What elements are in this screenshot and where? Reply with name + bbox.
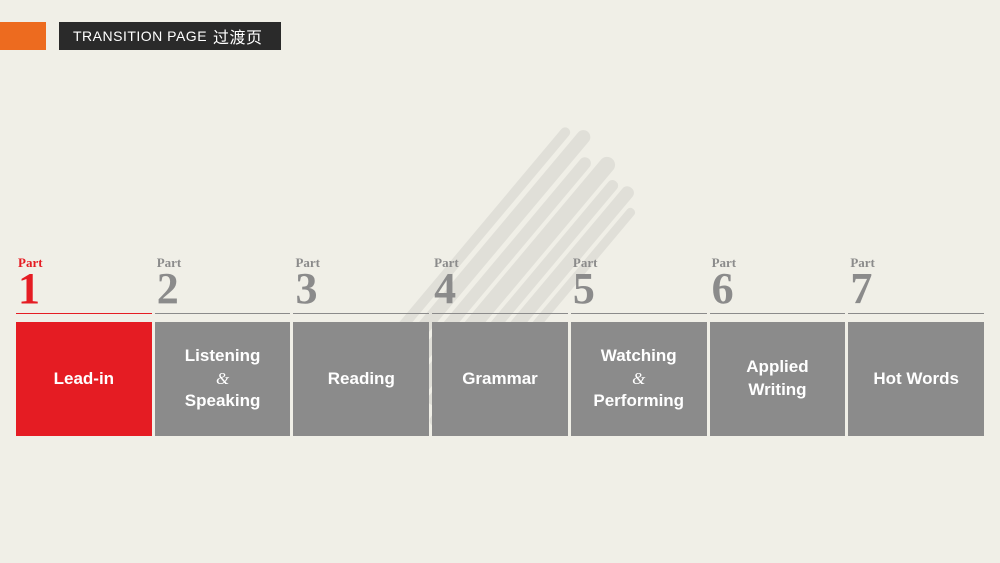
part-box-5[interactable]: Watching&Performing [571, 322, 707, 436]
part-header-1[interactable]: Part1 [16, 256, 152, 314]
part-title: Lead-in [54, 368, 114, 391]
part-box-4[interactable]: Grammar [432, 322, 568, 436]
parts-boxes-row: Lead-in Listening&Speaking Reading Grammar W… [16, 322, 984, 436]
part-number: 2 [157, 269, 287, 309]
title-cn: 过渡页 [213, 24, 263, 48]
title-en: TRANSITION PAGE [73, 28, 207, 44]
part-box-6[interactable]: AppliedWriting [710, 322, 846, 436]
part-number: 5 [573, 269, 703, 309]
accent-block [0, 22, 46, 50]
part-header-4[interactable]: Part4 [432, 256, 568, 314]
part-title: Grammar [462, 368, 538, 391]
part-number: 7 [850, 269, 980, 309]
part-title: Hot Words [873, 368, 959, 391]
part-header-7[interactable]: Part7 [848, 256, 984, 314]
part-title: Watching&Performing [593, 345, 684, 414]
part-number: 4 [434, 269, 564, 309]
part-box-1[interactable]: Lead-in [16, 322, 152, 436]
part-title: Listening&Speaking [185, 345, 261, 414]
part-number: 6 [712, 269, 842, 309]
part-header-2[interactable]: Part2 [155, 256, 291, 314]
part-header-3[interactable]: Part3 [293, 256, 429, 314]
parts-header-row: Part1Part2Part3Part4Part5Part6Part7 [16, 256, 984, 314]
part-box-7[interactable]: Hot Words [848, 322, 984, 436]
part-number: 1 [18, 269, 148, 309]
page-title: TRANSITION PAGE 过渡页 [59, 22, 281, 50]
part-header-6[interactable]: Part6 [710, 256, 846, 314]
part-title: Reading [328, 368, 395, 391]
header-bar: TRANSITION PAGE 过渡页 [0, 22, 281, 50]
part-box-3[interactable]: Reading [293, 322, 429, 436]
part-box-2[interactable]: Listening&Speaking [155, 322, 291, 436]
part-header-5[interactable]: Part5 [571, 256, 707, 314]
part-number: 3 [295, 269, 425, 309]
part-title: AppliedWriting [746, 356, 808, 402]
